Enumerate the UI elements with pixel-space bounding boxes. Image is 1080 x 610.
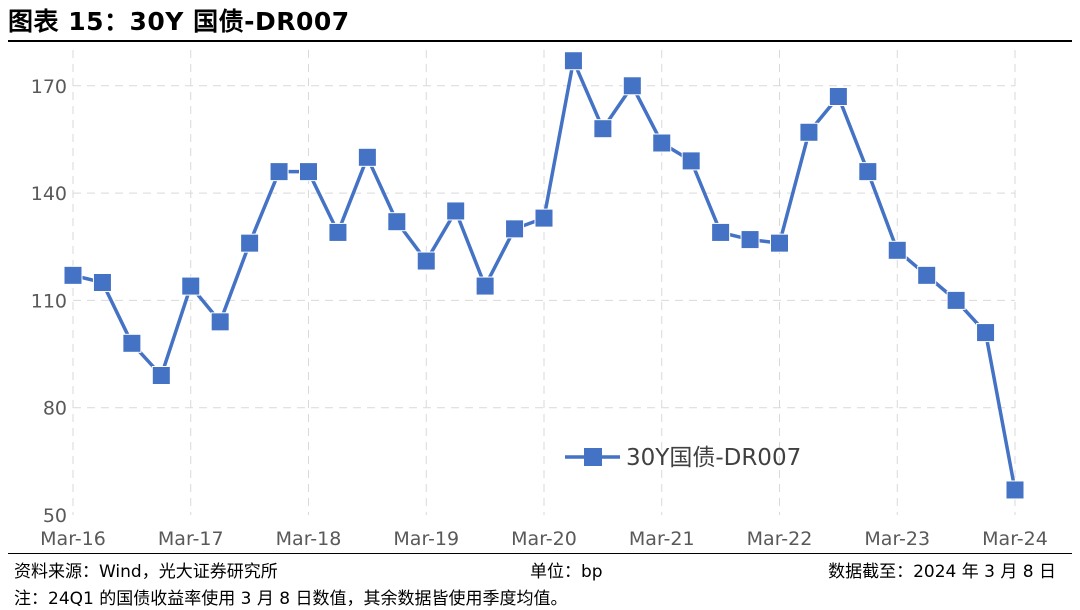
data-point-marker [328, 222, 348, 242]
data-point-marker [563, 51, 583, 71]
data-point-marker [681, 151, 701, 171]
legend-label: 30Y国债-DR007 [626, 445, 801, 471]
x-tick-label: Mar-16 [40, 528, 106, 550]
figure-title: 图表 15：30Y 国债-DR007 [8, 7, 350, 36]
y-tick-label: 170 [31, 76, 67, 98]
data-point-marker [475, 276, 495, 296]
x-tick-label: Mar-18 [276, 528, 342, 550]
x-tick-label: Mar-21 [629, 528, 695, 550]
data-point-marker [534, 208, 554, 228]
series-30y-dr007 [63, 51, 1025, 500]
x-tick-label: Mar-24 [982, 528, 1048, 550]
data-point-marker [917, 265, 937, 285]
data-point-marker [505, 219, 525, 239]
data-point-marker [210, 312, 230, 332]
footnote: 注：24Q1 的国债收益率使用 3 月 8 日数值，其余数据皆使用季度均值。 [14, 589, 568, 609]
data-point-marker [181, 276, 201, 296]
legend: 30Y国债-DR007 [565, 445, 801, 471]
data-point-marker [887, 240, 907, 260]
data-point-marker [151, 366, 171, 385]
data-point-marker [387, 212, 407, 232]
data-point-marker [740, 230, 760, 250]
x-tick-label: Mar-22 [747, 528, 813, 550]
y-tick-label: 140 [31, 183, 67, 205]
title-divider [8, 40, 1072, 42]
data-point-marker [92, 273, 112, 292]
data-point-marker [122, 333, 142, 353]
data-point-marker [240, 233, 260, 253]
data-point-marker [652, 133, 672, 153]
data-point-marker [63, 265, 83, 285]
source-note: 资料来源：Wind，光大证券研究所 [14, 562, 278, 582]
data-point-marker [1005, 480, 1025, 500]
x-tick-label: Mar-17 [158, 528, 224, 550]
data-point-marker [622, 76, 642, 96]
data-point-marker [858, 162, 878, 182]
data-point-marker [446, 201, 466, 221]
data-point-marker [269, 162, 289, 182]
x-tick-label: Mar-19 [393, 528, 459, 550]
data-point-marker [946, 290, 966, 310]
x-tick-label: Mar-20 [511, 528, 577, 550]
x-tick-label: Mar-23 [864, 528, 930, 550]
data-point-marker [711, 222, 731, 242]
x-axis-ticks: Mar-16 Mar-17 Mar-18 Mar-19 Mar-20 Mar-21 Mar-… [40, 528, 1048, 550]
data-point-marker [828, 87, 848, 106]
unit-note: 单位：bp [530, 562, 603, 582]
data-point-marker [593, 119, 613, 139]
data-point-marker [976, 323, 996, 343]
y-axis-ticks: 50 80 110 140 170 [31, 76, 67, 527]
data-point-marker [416, 251, 436, 271]
data-point-marker [799, 122, 819, 142]
y-tick-label: 110 [31, 290, 67, 312]
grid-lines [72, 50, 1016, 515]
data-point-marker [299, 162, 318, 182]
y-tick-label: 80 [43, 398, 67, 420]
y-tick-label: 50 [43, 505, 67, 527]
footer-divider [8, 553, 1072, 554]
date-note: 数据截至：2024 年 3 月 8 日 [828, 562, 1056, 582]
data-point-marker [770, 233, 789, 253]
data-point-marker [357, 147, 377, 167]
legend-marker-swatch [584, 448, 602, 466]
